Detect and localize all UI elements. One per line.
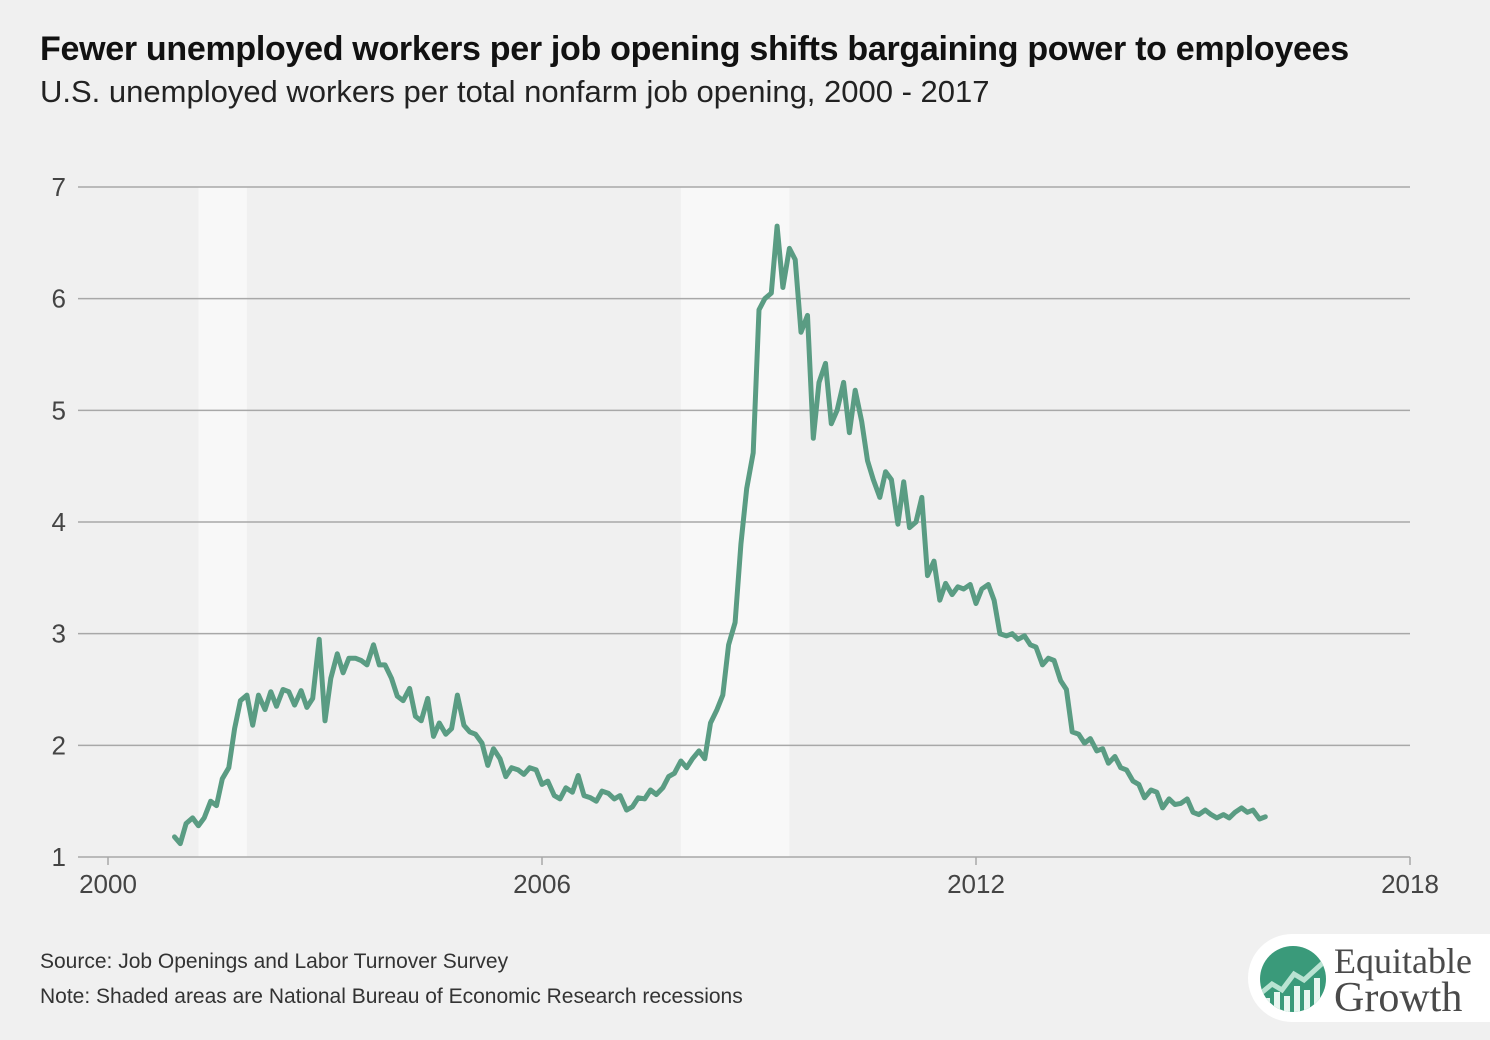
line-chart: 1 2 3 4 5 6 7 2000 2006 2012 2018 [52,172,1439,899]
x-tick-label: 2006 [513,869,571,899]
x-tick-label: 2012 [947,869,1005,899]
y-tick-label: 2 [52,730,66,760]
chart-title: Fewer unemployed workers per job opening… [40,30,1349,68]
equitable-growth-logo: Equitable Growth [1248,934,1490,1022]
logo-text-line2: Growth [1334,975,1463,1021]
y-tick-label: 4 [52,507,66,537]
chart-subtitle: U.S. unemployed workers per total nonfar… [40,74,990,109]
y-tick-label: 1 [52,842,66,872]
logo-text-line1: Equitable [1334,941,1472,981]
source-note: Source: Job Openings and Labor Turnover … [40,950,509,973]
x-tick-label: 2000 [79,869,137,899]
y-tick-label: 5 [52,395,66,425]
series-line-1 [172,223,1268,847]
y-tick-label: 3 [52,619,66,649]
y-tick-label: 6 [52,284,66,314]
recession-note: Note: Shaded areas are National Bureau o… [40,985,743,1008]
x-tick-label: 2018 [1381,869,1439,899]
rising-line-chart-icon [1260,946,1326,1012]
y-tick-label: 7 [52,172,66,202]
